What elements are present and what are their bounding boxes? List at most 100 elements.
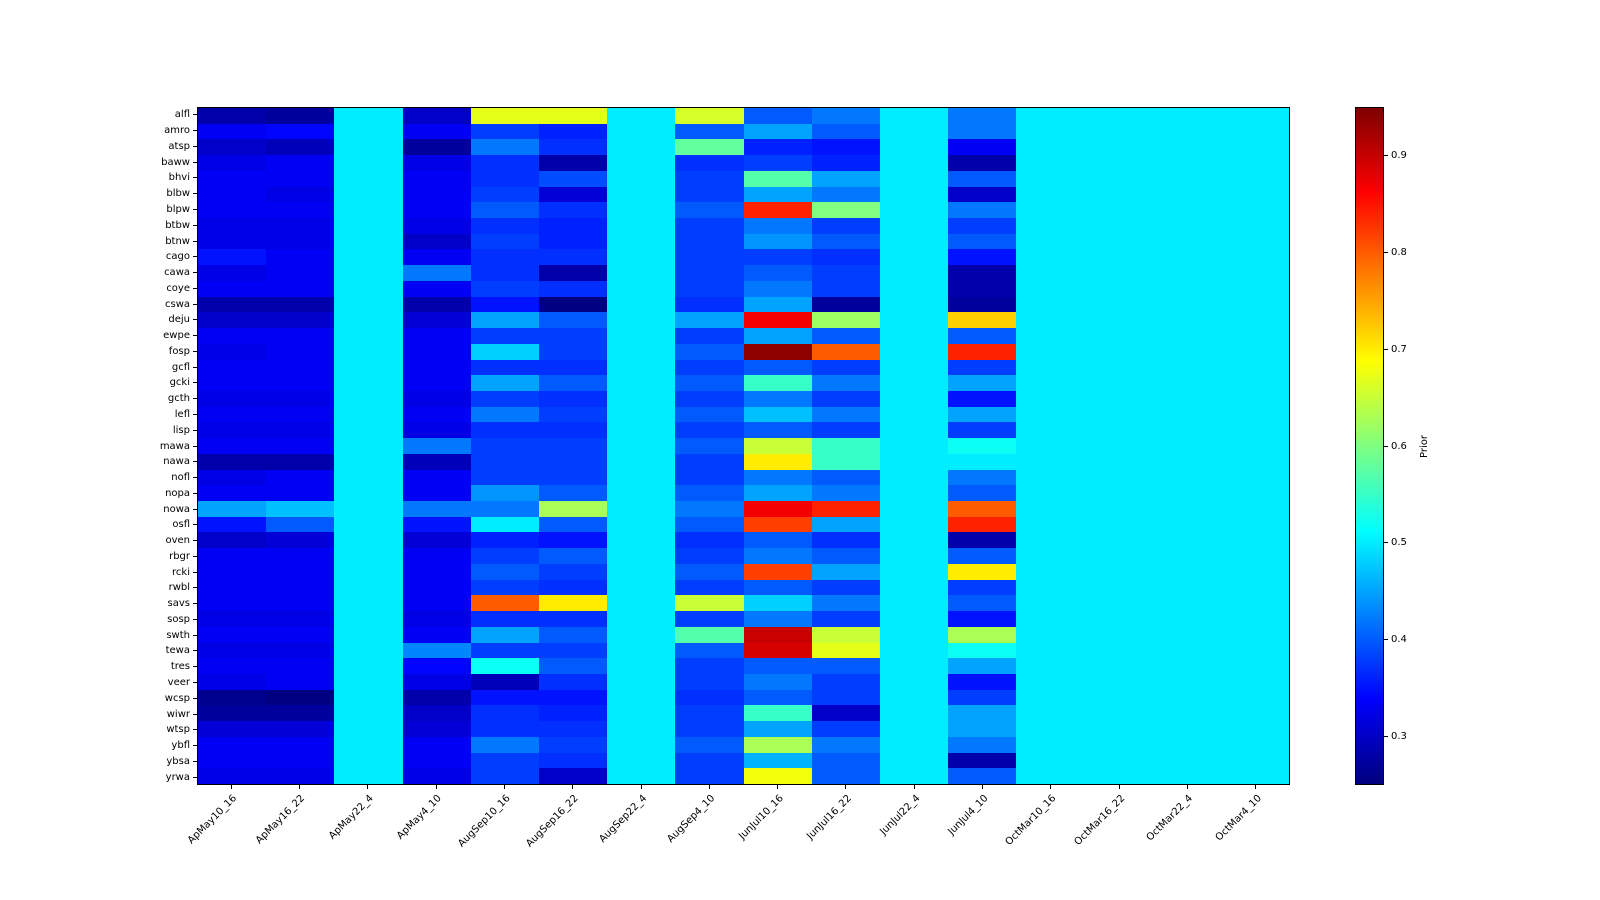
heatmap-cell [198,752,267,769]
y-tick-mark [193,524,197,526]
heatmap-cell [879,233,949,250]
heatmap-cell [538,422,608,439]
heatmap-cell [948,296,1017,313]
heatmap-cell [879,673,949,690]
heatmap-cell [607,642,676,659]
heatmap-cell [607,579,676,596]
x-tick-label: ApMay16_22 [253,793,308,847]
heatmap-cell [198,155,267,171]
heatmap-cell [470,469,539,486]
heatmap-cell [1152,296,1221,313]
heatmap-cell [948,170,1017,187]
heatmap-cell [334,202,403,219]
heatmap-cell [334,721,403,737]
y-tick-label: amro [164,125,190,137]
heatmap-cell [1084,485,1153,502]
heatmap-cell [470,595,539,612]
heatmap-cell [879,343,949,360]
heatmap-cell [470,296,539,313]
heatmap-cell [1016,312,1085,329]
heatmap-cell [1152,548,1221,564]
y-tick-label: osfl [172,519,190,531]
heatmap-cell [948,501,1017,517]
heatmap-cell [198,611,267,627]
heatmap-cell [811,422,880,439]
heatmap-cell [743,170,812,187]
heatmap-cell [811,155,880,171]
heatmap-cell [1016,202,1085,219]
heatmap-cell [879,422,949,439]
heatmap-cell [675,218,744,234]
heatmap-cell [811,233,880,250]
heatmap-cell [402,170,471,187]
heatmap-cell [1220,626,1289,643]
heatmap-cell [948,422,1017,439]
heatmap-cell [1220,390,1289,407]
heatmap-cell [334,752,403,769]
heatmap-cell [1084,611,1153,627]
heatmap-cell [1016,626,1085,643]
y-tick-label: blbw [166,188,190,200]
heatmap-cell [538,155,608,171]
heatmap-cell [470,752,539,769]
heatmap-cell [879,375,949,391]
heatmap-cell [538,673,608,690]
heatmap-cell [743,501,812,517]
heatmap-cell [879,721,949,737]
heatmap-cell [743,658,812,674]
heatmap-cell [607,752,676,769]
heatmap-cell [538,359,608,376]
heatmap-cell [470,375,539,391]
y-tick-label: wtsp [166,724,190,736]
heatmap-cell [334,579,403,596]
y-tick-mark [193,618,197,620]
heatmap-cell [198,705,267,722]
y-tick-mark [193,697,197,699]
heatmap-cell [1084,689,1153,706]
heatmap-cell [402,563,471,580]
heatmap-cell [1152,768,1221,784]
heatmap-cell [879,532,949,549]
heatmap-cell [402,453,471,470]
heatmap-cell [402,108,471,124]
heatmap-cell [607,453,676,470]
heatmap-cell [198,108,267,124]
heatmap-cell [743,673,812,690]
heatmap-cell [879,265,949,281]
heatmap-cell [1220,170,1289,187]
heatmap-cell [198,328,267,344]
heatmap-cell [470,328,539,344]
heatmap-cell [811,595,880,612]
heatmap-cell [675,422,744,439]
heatmap-cell [402,768,471,784]
heatmap-cell [198,673,267,690]
heatmap-cell [1084,390,1153,407]
x-tick-mark [845,785,847,789]
y-tick-label: sosp [167,613,190,625]
heatmap-cell [402,532,471,549]
heatmap-cell [743,626,812,643]
heatmap-cell [607,626,676,643]
x-tick-label: ApMay22_4 [326,793,376,842]
heatmap-cell [1220,453,1289,470]
heatmap-cell [879,548,949,564]
x-tick-label: AugSep22_4 [596,793,649,845]
heatmap-cell [538,108,608,124]
heatmap-cell [470,705,539,722]
heatmap-cell [1152,123,1221,140]
heatmap-cell [266,752,335,769]
y-tick-mark [193,130,197,132]
heatmap-cell [879,280,949,297]
y-tick-mark [193,161,197,163]
heatmap-cell [811,170,880,187]
heatmap-cell [1220,155,1289,171]
heatmap-cell [675,469,744,486]
heatmap-cell [1084,170,1153,187]
heatmap-cell [1220,218,1289,234]
heatmap-cell [1152,721,1221,737]
heatmap-cell [538,736,608,753]
heatmap-cell [1084,139,1153,156]
heatmap-cell [198,186,267,203]
heatmap-cell [538,642,608,659]
heatmap-cell [334,155,403,171]
